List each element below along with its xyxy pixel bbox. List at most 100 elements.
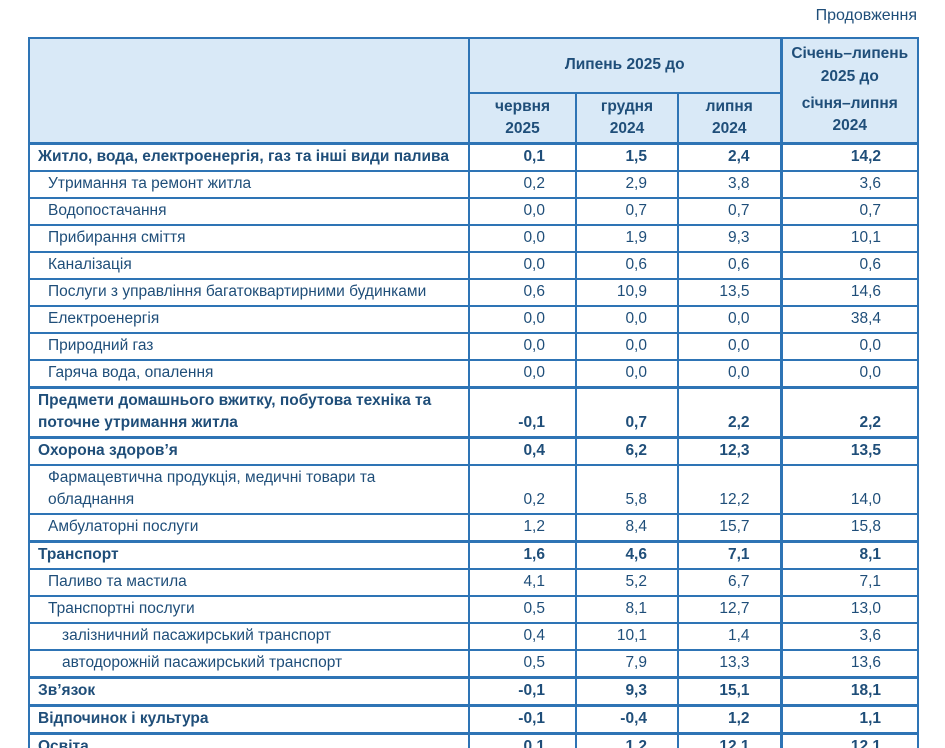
cell-value: 0,6 [676, 251, 783, 280]
cell-value: 0,0 [676, 305, 783, 334]
table-row: Предмети домашнього вжитку, побутова тех… [28, 386, 920, 439]
row-label: залізничний пасажирський транспорт [28, 622, 470, 651]
cell-value: 13,3 [676, 649, 783, 679]
cell-value: 1,2 [575, 732, 679, 748]
row-label: Фармацевтична продукція, медичні товари … [28, 464, 470, 515]
cell-value: 0,0 [779, 359, 920, 389]
row-label: Каналізація [28, 251, 470, 280]
row-label: Амбулаторні послуги [28, 513, 470, 543]
cell-value: 0,0 [676, 359, 783, 389]
cell-value: 4,1 [468, 568, 577, 597]
cell-value: 8,4 [575, 513, 679, 543]
cell-value: 0,7 [779, 197, 920, 226]
header-period-cell: Січень–липень 2025 до січня–липня 2024 [779, 37, 920, 145]
cell-value: 0,0 [575, 359, 679, 389]
cell-value: 2,9 [575, 170, 679, 199]
cell-value: 0,0 [575, 305, 679, 334]
cell-value: 18,1 [779, 676, 920, 707]
cell-value: 0,7 [575, 386, 679, 439]
table-row: залізничний пасажирський транспорт 0,4 10,… [28, 622, 920, 651]
cell-value: 1,2 [676, 704, 783, 735]
table-row: Зв’язок -0,1 9,3 15,1 18,1 [28, 676, 920, 707]
cell-value: 15,8 [779, 513, 920, 543]
row-label: Гаряча вода, опалення [28, 359, 470, 389]
cell-value: 1,6 [468, 540, 577, 570]
cell-value: 0,1 [468, 142, 577, 172]
cell-value: 5,8 [575, 464, 679, 515]
table-row: Каналізація 0,0 0,6 0,6 0,6 [28, 251, 920, 280]
cell-value: 0,0 [468, 197, 577, 226]
cell-value: 12,3 [676, 436, 783, 466]
cell-value: 1,5 [575, 142, 679, 172]
cell-value: 13,5 [779, 436, 920, 466]
table-row: Гаряча вода, опалення 0,0 0,0 0,0 0,0 [28, 359, 920, 389]
cell-value: 12,2 [676, 464, 783, 515]
table-row: Послуги з управління багатоквартирними б… [28, 278, 920, 307]
header-group-cell: Липень 2025 до [467, 37, 783, 94]
cell-value: 4,6 [575, 540, 679, 570]
cell-value: 12,1 [676, 732, 783, 748]
cell-value: 0,6 [779, 251, 920, 280]
cell-value: 12,7 [676, 595, 783, 624]
cell-value: 13,0 [779, 595, 920, 624]
cell-value: 0,5 [468, 649, 577, 679]
row-label: Зв’язок [28, 676, 470, 707]
cell-value: 3,6 [779, 170, 920, 199]
row-label: Електроенергія [28, 305, 470, 334]
cell-value: 0,0 [779, 332, 920, 361]
header-col-june2025: червня 2025 [468, 92, 577, 145]
cell-value: 1,2 [468, 513, 577, 543]
cell-value: 13,5 [676, 278, 783, 307]
table-row: Фармацевтична продукція, медичні товари … [28, 464, 920, 515]
cell-value: 0,6 [575, 251, 679, 280]
row-label: автодорожній пасажирський транспорт [28, 649, 470, 679]
cell-value: 0,0 [468, 359, 577, 389]
cell-value: 0,1 [468, 732, 577, 748]
table-row: Житло, вода, електроенергія, газ та інші… [28, 142, 920, 172]
cell-value: 7,9 [575, 649, 679, 679]
cell-value: 8,1 [779, 540, 920, 570]
table-row: Утримання та ремонт житла 0,2 2,9 3,8 3,6 [28, 170, 920, 199]
header-sub-row: червня 2025 грудня 2024 липня 2024 [29, 92, 918, 145]
row-label: Водопостачання [28, 197, 470, 226]
cell-value: 38,4 [779, 305, 920, 334]
table-row: Охорона здоров’я 0,4 6,2 12,3 13,5 [28, 436, 920, 466]
cell-value: 0,0 [468, 305, 577, 334]
cell-value: 6,2 [575, 436, 679, 466]
continuation-label: Продовження [815, 7, 917, 24]
cell-value: 14,6 [779, 278, 920, 307]
header-period-top: Січень–липень 2025 до [791, 45, 909, 85]
cell-value: 0,0 [468, 251, 577, 280]
cell-value: 15,1 [676, 676, 783, 707]
row-label: Паливо та мастила [28, 568, 470, 597]
row-label: Послуги з управління багатоквартирними б… [28, 278, 470, 307]
cell-value: 15,7 [676, 513, 783, 543]
cell-value: -0,1 [468, 704, 577, 735]
row-label: Природний газ [28, 332, 470, 361]
table-row: Паливо та мастила 4,1 5,2 6,7 7,1 [28, 568, 920, 597]
table-row: Водопостачання 0,0 0,7 0,7 0,7 [28, 197, 920, 226]
cell-value: 0,4 [468, 622, 577, 651]
cell-value: 0,5 [468, 595, 577, 624]
cell-value: -0,4 [575, 704, 679, 735]
cell-value: 0,0 [468, 332, 577, 361]
cell-value: 3,6 [779, 622, 920, 651]
header-group-row: Липень 2025 до Січень–липень 2025 до січ… [28, 37, 920, 145]
cell-value: 10,1 [575, 622, 679, 651]
cell-value: 1,1 [779, 704, 920, 735]
table-row: Освіта 0,1 1,2 12,1 12,1 [28, 732, 920, 748]
cell-value: 0,0 [468, 224, 577, 253]
row-label: Предмети домашнього вжитку, побутова тех… [28, 386, 470, 439]
cell-value: 7,1 [779, 568, 920, 597]
cell-value: 0,2 [468, 464, 577, 515]
cell-value: 1,4 [676, 622, 783, 651]
header-period-bottom: січня–липня 2024 [801, 95, 898, 135]
cell-value: 0,6 [468, 278, 577, 307]
cell-value: 0,2 [468, 170, 577, 199]
table-row: автодорожній пасажирський транспорт 0,5 7,… [28, 649, 920, 679]
table-row: Прибирання сміття 0,0 1,9 9,3 10,1 [28, 224, 920, 253]
cell-value: -0,1 [468, 676, 577, 707]
row-label: Прибирання сміття [28, 224, 470, 253]
cell-value: 0,4 [468, 436, 577, 466]
cell-value: 1,9 [575, 224, 679, 253]
